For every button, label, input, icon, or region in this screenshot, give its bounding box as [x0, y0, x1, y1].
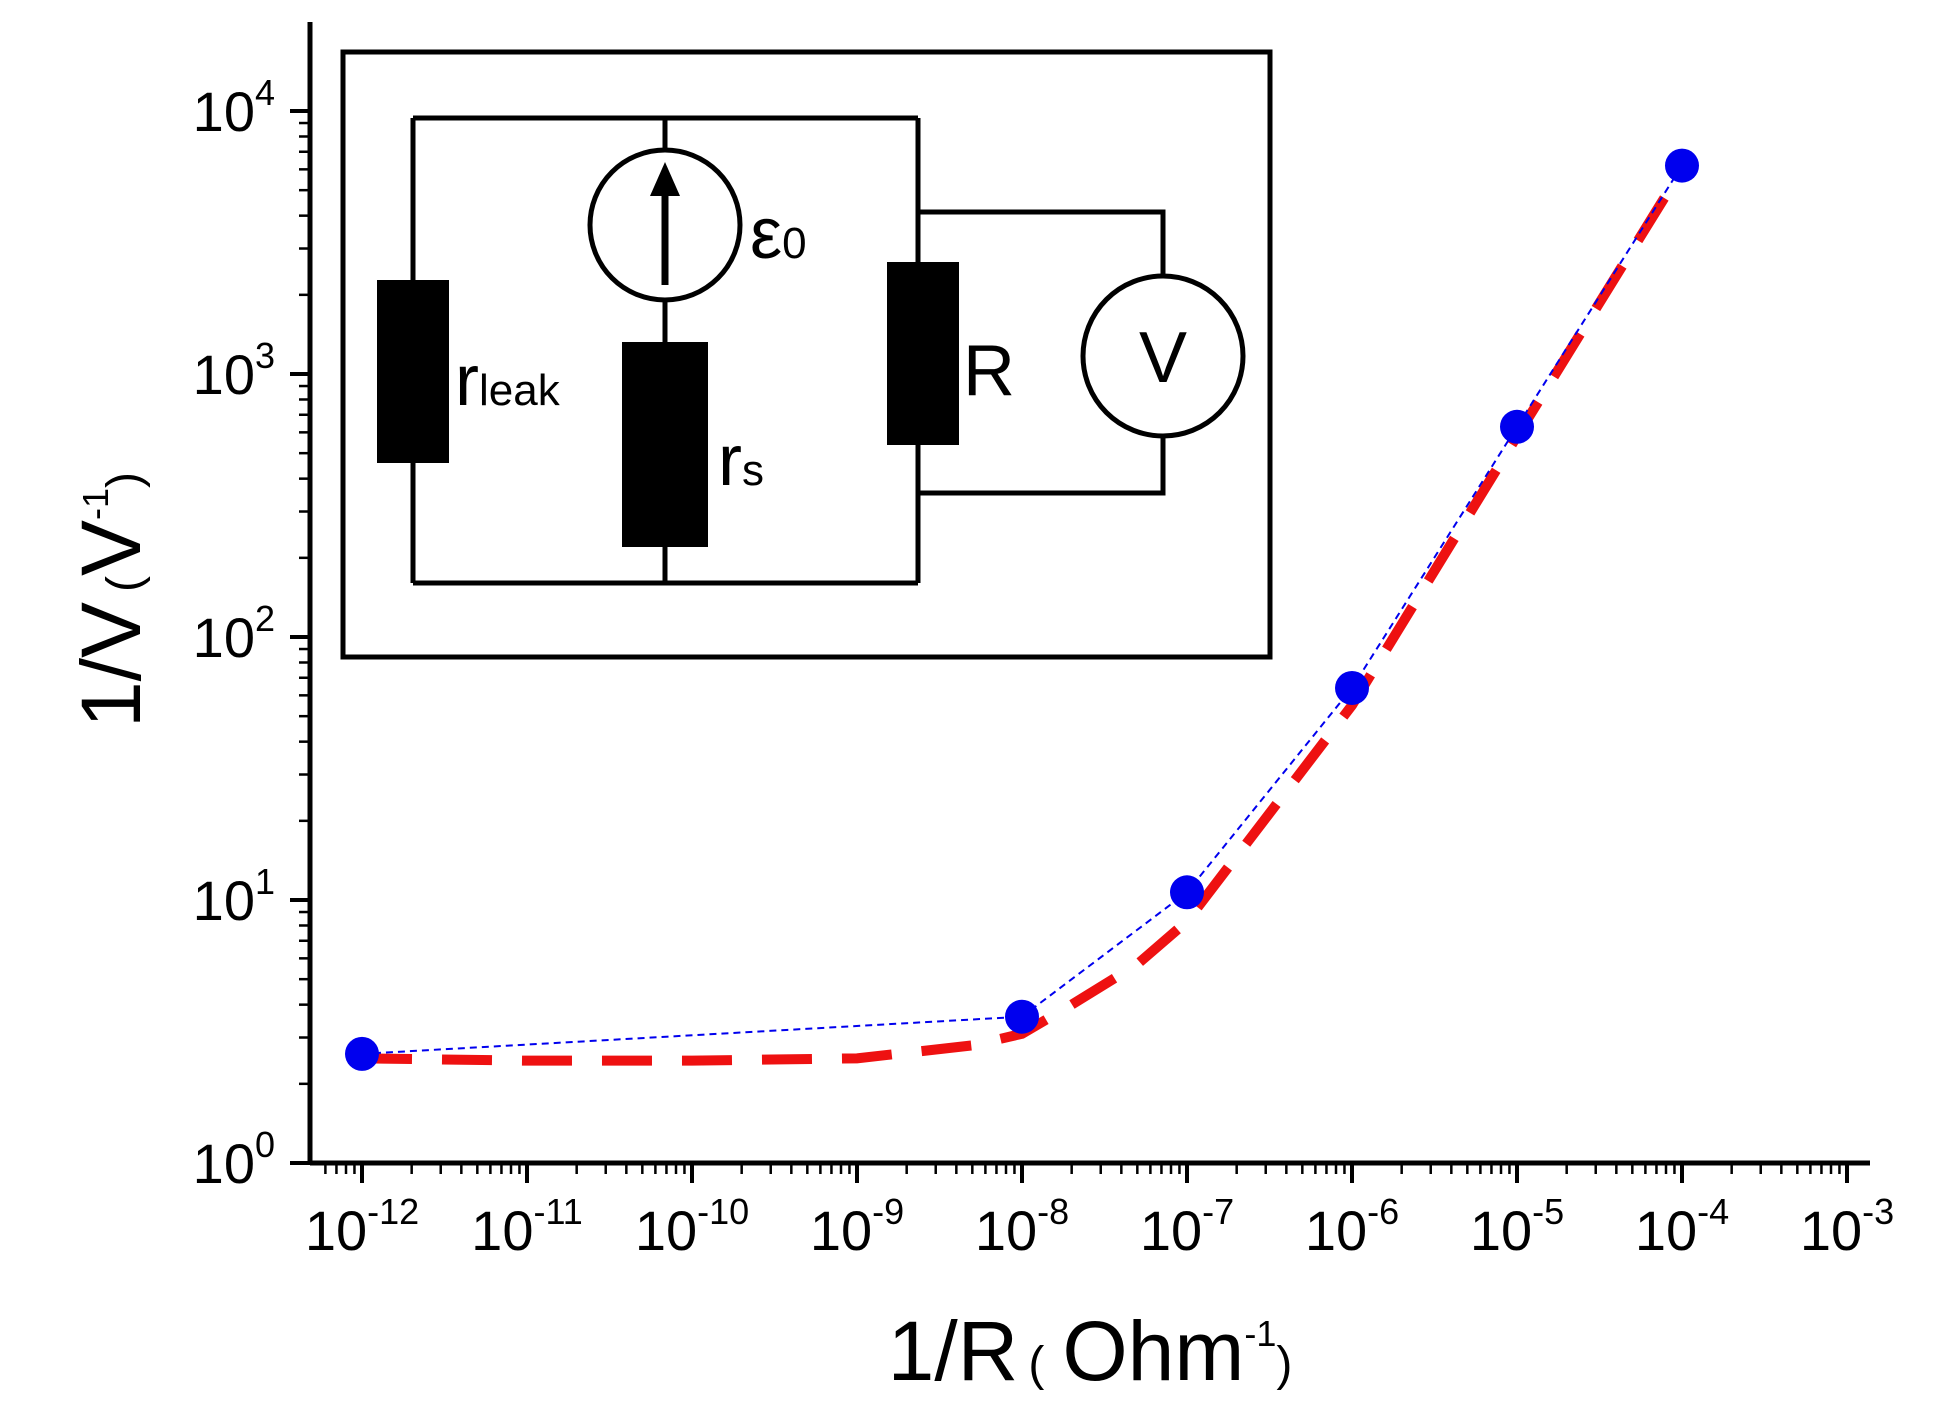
x-tick-label: 10-12 [305, 1191, 419, 1262]
data-point [1170, 875, 1204, 910]
r-s-subscript: s [742, 446, 764, 495]
x-tick-label: 10-6 [1305, 1191, 1399, 1262]
data-point [345, 1036, 379, 1071]
x-axis-unit: Ohm [1062, 1304, 1244, 1398]
emf-subscript: 0 [782, 219, 806, 268]
y-tick-label: 104 [193, 72, 275, 143]
x-tick-label: 10-3 [1800, 1191, 1894, 1262]
circuit-inset: rleak rs ε0 R V [340, 49, 1273, 660]
emf-arrow-head-icon [650, 162, 680, 196]
y-axis-unit-exponent: -1 [75, 488, 116, 520]
load-resistor [887, 262, 959, 445]
r-leak-subscript: leak [479, 366, 561, 415]
x-tick-label: 10-5 [1470, 1191, 1564, 1262]
voltmeter-label: V [1139, 318, 1187, 398]
x-axis-title: 1/R(Ohm-1) [888, 1304, 1293, 1398]
r-leak-resistor [377, 280, 449, 463]
voltmeter-circle [1080, 273, 1246, 439]
x-tick-label: 10-8 [975, 1191, 1069, 1262]
x-axis-ticks: 10-12 10-11 10-10 10-9 10-8 10-7 10-6 10-5 10-4 1… [305, 1163, 1894, 1262]
data-point [1500, 409, 1534, 444]
emf-label: ε0 [750, 194, 807, 274]
x-tick-label: 10-9 [810, 1191, 904, 1262]
svg-text:1/V(V-1): 1/V(V-1) [64, 472, 158, 728]
y-axis-label: 1/V [64, 602, 158, 728]
x-axis-label: 1/R [888, 1304, 1019, 1398]
y-tick-label: 100 [193, 1124, 275, 1195]
x-tick-label: 10-7 [1140, 1191, 1234, 1262]
y-tick-label: 102 [193, 598, 275, 669]
y-axis-ticks: 100 101 102 103 104 [193, 72, 310, 1195]
r-s-resistor [622, 342, 708, 547]
y-tick-label: 103 [193, 335, 275, 406]
data-point [1665, 148, 1699, 183]
x-axis-unit-exponent: -1 [1244, 1313, 1276, 1354]
y-axis-title: 1/V(V-1) [64, 472, 158, 728]
measured-series-line [361, 165, 1683, 1055]
r-leak-label: rleak [455, 341, 561, 421]
x-tick-label: 10-10 [635, 1191, 749, 1262]
r-s-label: rs [718, 421, 764, 501]
data-point [1005, 999, 1039, 1034]
y-tick-label: 101 [193, 861, 275, 932]
x-tick-label: 10-11 [471, 1191, 583, 1262]
load-resistor-label: R [963, 331, 1015, 411]
measured-points [345, 148, 1699, 1071]
data-point [1335, 670, 1369, 705]
y-axis-unit: V [64, 520, 158, 576]
x-tick-label: 10-4 [1635, 1191, 1729, 1262]
